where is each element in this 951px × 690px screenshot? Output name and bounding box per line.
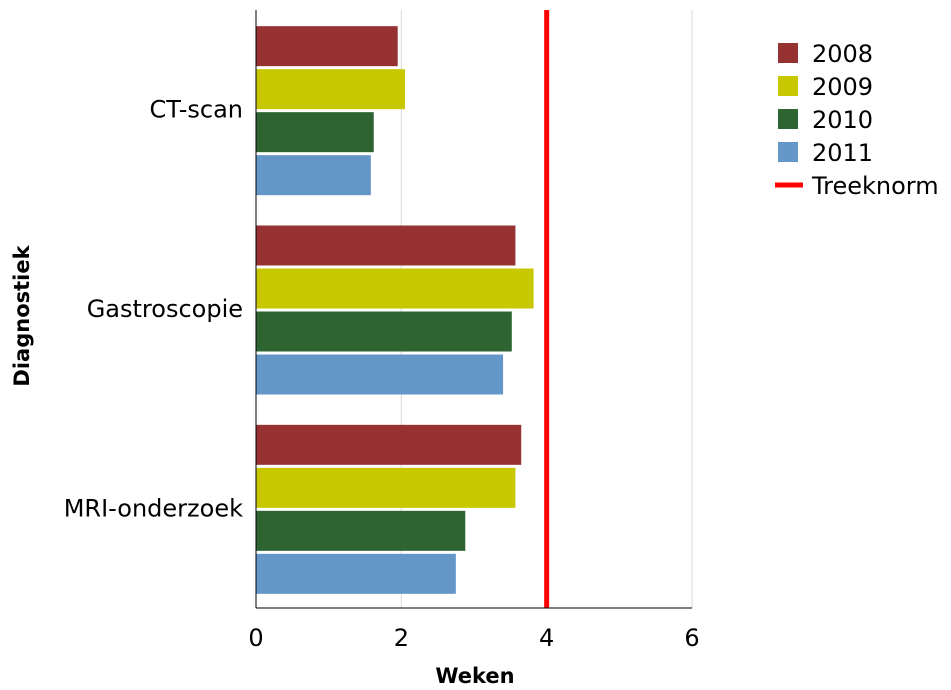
axes <box>255 10 692 609</box>
category-label: Gastroscopie <box>87 295 243 323</box>
bar-2011-gastroscopie <box>256 354 504 395</box>
legend-swatch-2010 <box>778 109 798 129</box>
legend: 2008 2009 2010 2011 Treeknorm <box>775 40 939 200</box>
category-labels: CT-scan Gastroscopie MRI-onderzoek <box>64 96 243 523</box>
legend-label-2009: 2009 <box>812 73 873 101</box>
y-axis-title: Diagnostiek <box>10 244 34 386</box>
bars <box>256 26 534 594</box>
legend-swatch-2009 <box>778 76 798 96</box>
x-axis-title: Weken <box>435 664 514 688</box>
x-tick-label: 0 <box>248 624 263 652</box>
x-tick-label: 6 <box>684 624 699 652</box>
x-tick-label: 4 <box>539 624 554 652</box>
legend-label-treeknorm: Treeknorm <box>811 172 939 200</box>
bar-2011-mri-onderzoek <box>256 553 456 594</box>
bar-2010-ct-scan <box>256 112 374 153</box>
category-label: CT-scan <box>150 96 244 124</box>
legend-label-2011: 2011 <box>812 139 873 167</box>
x-tick-labels: 0 2 4 6 <box>248 624 699 652</box>
bar-2009-ct-scan <box>256 69 405 110</box>
bar-2009-gastroscopie <box>256 268 534 309</box>
bar-2010-gastroscopie <box>256 311 512 352</box>
bar-2011-ct-scan <box>256 155 371 196</box>
legend-label-2008: 2008 <box>812 40 873 68</box>
bar-2010-mri-onderzoek <box>256 510 466 551</box>
bar-2009-mri-onderzoek <box>256 467 516 508</box>
bar-2008-ct-scan <box>256 26 398 67</box>
legend-label-2010: 2010 <box>812 106 873 134</box>
category-label: MRI-onderzoek <box>64 494 243 522</box>
x-tick-label: 2 <box>394 624 409 652</box>
legend-swatch-2008 <box>778 43 798 63</box>
bar-2008-gastroscopie <box>256 225 516 266</box>
bar-2008-mri-onderzoek <box>256 424 522 465</box>
legend-swatch-2011 <box>778 142 798 162</box>
